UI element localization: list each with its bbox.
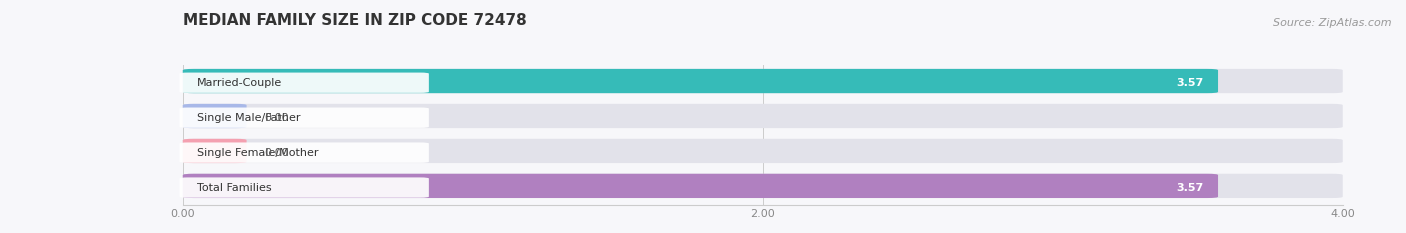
FancyBboxPatch shape bbox=[183, 104, 1343, 128]
FancyBboxPatch shape bbox=[183, 69, 1343, 93]
Text: 3.57: 3.57 bbox=[1177, 78, 1204, 88]
Text: Single Female/Mother: Single Female/Mother bbox=[197, 148, 319, 158]
Text: Single Male/Father: Single Male/Father bbox=[197, 113, 301, 123]
Text: Source: ZipAtlas.com: Source: ZipAtlas.com bbox=[1274, 18, 1392, 28]
FancyBboxPatch shape bbox=[183, 104, 246, 128]
Text: 0.00: 0.00 bbox=[264, 148, 288, 158]
FancyBboxPatch shape bbox=[183, 174, 1343, 198]
FancyBboxPatch shape bbox=[180, 107, 429, 128]
FancyBboxPatch shape bbox=[183, 174, 1218, 198]
Text: 0.00: 0.00 bbox=[264, 113, 288, 123]
FancyBboxPatch shape bbox=[183, 139, 246, 163]
Text: MEDIAN FAMILY SIZE IN ZIP CODE 72478: MEDIAN FAMILY SIZE IN ZIP CODE 72478 bbox=[183, 13, 526, 28]
FancyBboxPatch shape bbox=[183, 69, 1218, 93]
Text: 3.57: 3.57 bbox=[1177, 183, 1204, 192]
FancyBboxPatch shape bbox=[180, 142, 429, 163]
Text: Married-Couple: Married-Couple bbox=[197, 78, 283, 88]
Text: Total Families: Total Families bbox=[197, 183, 271, 192]
FancyBboxPatch shape bbox=[183, 139, 1343, 163]
FancyBboxPatch shape bbox=[180, 177, 429, 198]
FancyBboxPatch shape bbox=[180, 72, 429, 93]
